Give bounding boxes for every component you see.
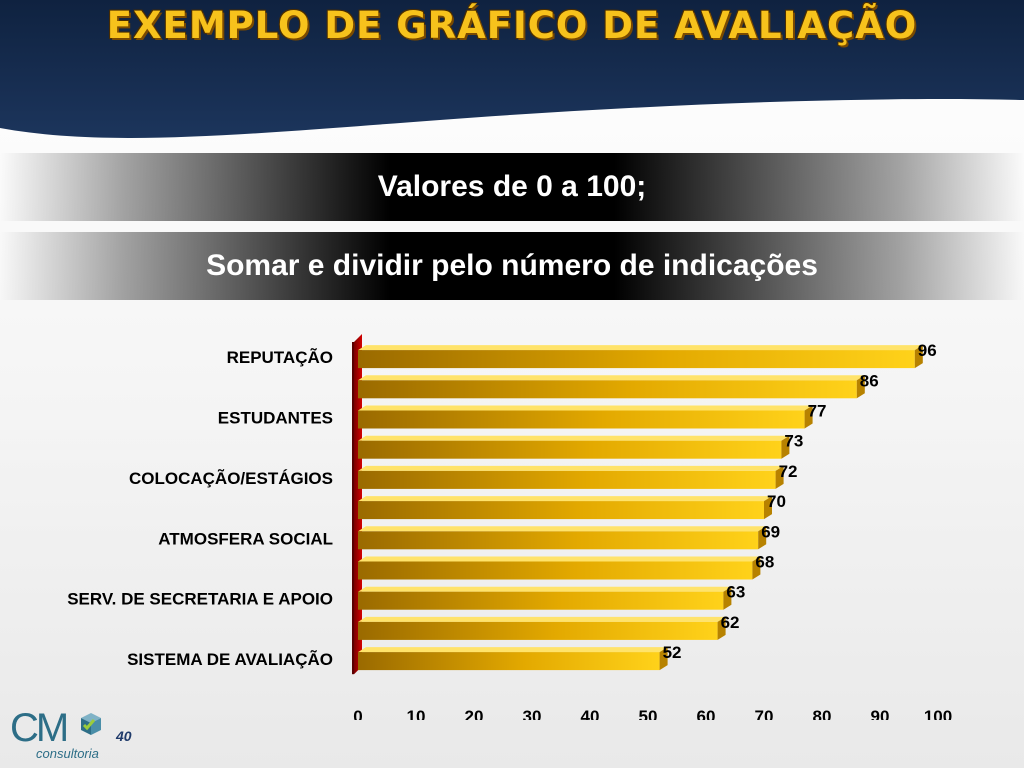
x-tick-label-3: 30 xyxy=(523,707,542,720)
bar-side-4 xyxy=(775,465,784,489)
x-tick-label-5: 50 xyxy=(639,707,658,720)
bar-top-0 xyxy=(358,345,923,351)
category-label-10: SISTEMA DE AVALIAÇÃO xyxy=(127,649,333,669)
bar-top-1 xyxy=(358,375,865,381)
category-label-2: ESTUDANTES xyxy=(218,409,333,428)
bar-10 xyxy=(358,652,660,671)
bar-top-6 xyxy=(358,526,767,532)
axis-line xyxy=(352,342,354,675)
data-label-6: 69 xyxy=(761,522,780,541)
page-number: 40 xyxy=(116,728,132,744)
bar-top-4 xyxy=(358,465,784,471)
data-label-9: 62 xyxy=(721,613,740,632)
x-tick-label-8: 80 xyxy=(813,707,832,720)
bar-side-9 xyxy=(717,616,726,640)
bar-1 xyxy=(358,380,857,399)
bar-3 xyxy=(358,440,782,459)
x-tick-label-1: 10 xyxy=(407,707,426,720)
bar-top-2 xyxy=(358,405,813,411)
x-tick-label-6: 60 xyxy=(697,707,716,720)
bar-top-9 xyxy=(358,616,726,622)
category-label-4: COLOCAÇÃO/ESTÁGIOS xyxy=(129,468,333,488)
bar-7 xyxy=(358,561,753,580)
data-label-10: 52 xyxy=(663,643,682,662)
x-tick-label-2: 20 xyxy=(465,707,484,720)
data-label-0: 96 xyxy=(918,341,937,360)
bar-top-5 xyxy=(358,496,772,502)
logo-subtext: consultoria xyxy=(36,746,99,761)
x-tick-label-9: 90 xyxy=(871,707,890,720)
bar-side-6 xyxy=(758,526,767,550)
data-label-7: 68 xyxy=(755,553,774,572)
category-label-6: ATMOSFERA SOCIAL xyxy=(158,529,333,548)
data-label-8: 63 xyxy=(726,583,745,602)
x-tick-label-4: 40 xyxy=(581,707,600,720)
category-label-0: REPUTAÇÃO xyxy=(227,347,333,367)
data-label-3: 73 xyxy=(784,432,803,451)
bar-8 xyxy=(358,591,724,610)
company-logo: CM consultoria xyxy=(10,706,110,766)
header-background xyxy=(0,0,1024,138)
data-label-4: 72 xyxy=(779,462,798,481)
bar-side-2 xyxy=(804,405,813,429)
bar-side-1 xyxy=(856,375,865,399)
data-label-2: 77 xyxy=(808,402,827,421)
category-label-8: SERV. DE SECRETARIA E APOIO xyxy=(67,590,333,609)
logo-text: CM xyxy=(10,706,69,750)
bar-top-10 xyxy=(358,647,668,653)
bar-side-10 xyxy=(659,647,668,671)
x-tick-label-7: 70 xyxy=(755,707,774,720)
bar-side-5 xyxy=(764,496,772,520)
bar-side-0 xyxy=(914,345,923,369)
logo-cube-icon xyxy=(81,713,101,735)
bar-side-3 xyxy=(781,435,790,459)
data-label-5: 70 xyxy=(767,492,786,511)
bar-5 xyxy=(358,501,764,520)
data-label-1: 86 xyxy=(860,371,879,390)
bar-top-8 xyxy=(358,586,732,592)
bar-top-7 xyxy=(358,556,761,562)
x-tick-label-10: 100 xyxy=(924,707,952,720)
subtitle-band-values: Valores de 0 a 100; xyxy=(0,153,1024,221)
x-tick-label-0: 0 xyxy=(353,707,362,720)
bar-0 xyxy=(358,350,915,369)
bar-4 xyxy=(358,470,776,489)
bar-2 xyxy=(358,410,805,429)
bar-side-8 xyxy=(723,586,732,610)
subtitle-band-method: Somar e dividir pelo número de indicaçõe… xyxy=(0,232,1024,300)
bar-top-3 xyxy=(358,435,790,441)
slide-title: EXEMPLO DE GRÁFICO DE AVALIAÇÃO xyxy=(106,4,918,47)
bar-6 xyxy=(358,531,759,550)
evaluation-bar-chart: 96 REPUTAÇÃO 86 77 ESTUDANTES 73 72 COLOCAÇÃO/E… xyxy=(67,334,952,720)
bar-side-7 xyxy=(752,556,761,580)
bar-9 xyxy=(358,621,718,640)
